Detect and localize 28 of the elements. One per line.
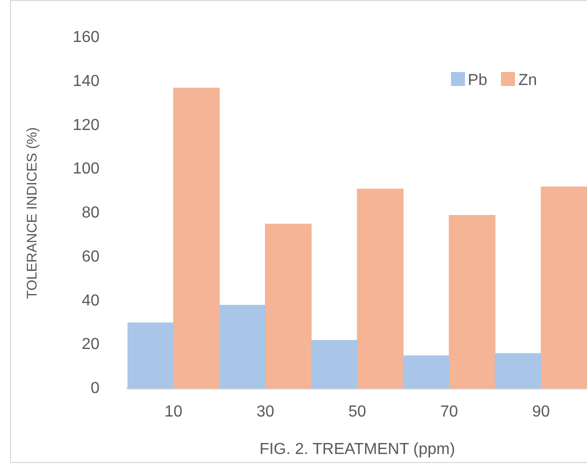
y-tick-label: 40 bbox=[82, 292, 100, 310]
bar bbox=[356, 188, 404, 389]
legend-label: Pb bbox=[466, 72, 488, 90]
bar bbox=[448, 214, 496, 389]
y-tick-label: 80 bbox=[82, 204, 100, 222]
bar bbox=[265, 224, 312, 389]
y-tick-label: 120 bbox=[72, 116, 100, 134]
y-axis-title: TOLERANCE INDICES (%) bbox=[23, 127, 40, 299]
bar bbox=[402, 355, 450, 389]
bar bbox=[127, 322, 174, 389]
x-tick-label: 10 bbox=[164, 404, 182, 421]
y-tick-label: 140 bbox=[72, 72, 100, 90]
y-tick-label: 20 bbox=[82, 336, 100, 354]
y-tick-label: 60 bbox=[82, 248, 100, 266]
x-axis-title: FIG. 2. TREATMENT (ppm) bbox=[259, 440, 456, 458]
x-tick-label: 50 bbox=[348, 404, 366, 421]
y-tick-label: 0 bbox=[90, 380, 100, 398]
bar bbox=[494, 353, 542, 389]
bar bbox=[219, 304, 266, 389]
bar bbox=[540, 186, 587, 389]
x-tick-label: 90 bbox=[532, 404, 550, 421]
y-tick-label: 100 bbox=[72, 160, 100, 178]
y-tick-label: 160 bbox=[72, 29, 100, 46]
legend-label: Zn bbox=[517, 72, 537, 90]
bar bbox=[173, 88, 220, 389]
x-tick-label: 70 bbox=[440, 404, 458, 421]
bar bbox=[310, 340, 358, 389]
x-tick-label: 30 bbox=[256, 404, 274, 421]
